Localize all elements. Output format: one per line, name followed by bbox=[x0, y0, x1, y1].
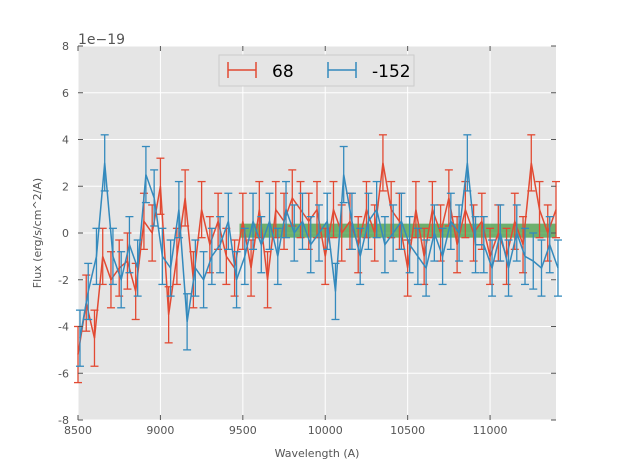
y-tick-label: -6 bbox=[58, 367, 69, 380]
y-axis-label: Flux (erg/s/cm^2/A) bbox=[31, 178, 44, 288]
y-tick-label: 6 bbox=[62, 87, 69, 100]
x-tick-label: 9000 bbox=[146, 424, 174, 437]
legend: 68 -152 bbox=[218, 54, 415, 87]
y-tick-label: 0 bbox=[62, 227, 69, 240]
y-tick-label: 8 bbox=[62, 40, 69, 53]
y-tick-label: 2 bbox=[62, 180, 69, 193]
series-line bbox=[79, 162, 559, 339]
legend-label: -152 bbox=[372, 62, 411, 82]
y-tick-label: -4 bbox=[58, 321, 69, 334]
y-tick-label: -8 bbox=[58, 414, 69, 427]
y-tick-label: 4 bbox=[62, 134, 69, 147]
x-tick-label: 10500 bbox=[390, 424, 425, 437]
x-tick-label: 9500 bbox=[229, 424, 257, 437]
series-line bbox=[77, 162, 557, 355]
x-tick-label: 11000 bbox=[473, 424, 508, 437]
y-tick-label: -2 bbox=[58, 274, 69, 287]
legend-item: -152 bbox=[327, 62, 411, 82]
offset-label: 1e−19 bbox=[78, 32, 125, 48]
x-axis-label: Wavelength (A) bbox=[275, 447, 360, 460]
legend-item: 68 bbox=[227, 62, 294, 82]
x-tick-label: 10000 bbox=[308, 424, 343, 437]
series--152 bbox=[75, 134, 562, 367]
x-tick-label: 8500 bbox=[64, 424, 92, 437]
legend-label: 68 bbox=[272, 62, 294, 82]
